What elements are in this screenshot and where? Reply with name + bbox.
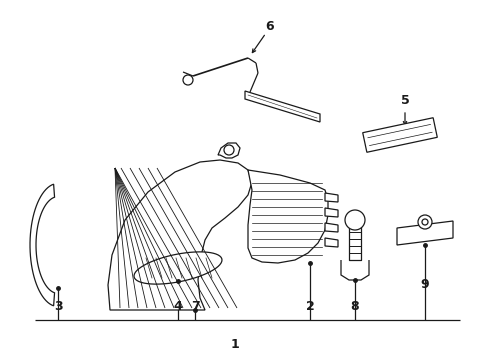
Circle shape [183,75,193,85]
Polygon shape [397,221,453,245]
Polygon shape [245,91,320,122]
Text: 7: 7 [191,301,199,314]
Polygon shape [108,160,252,310]
Circle shape [422,219,428,225]
Polygon shape [325,193,338,202]
Polygon shape [30,184,54,306]
Text: 9: 9 [421,279,429,292]
Circle shape [418,215,432,229]
Text: 8: 8 [351,301,359,314]
Text: 4: 4 [173,301,182,314]
Text: 5: 5 [401,94,409,107]
Polygon shape [325,238,338,247]
Text: 6: 6 [266,19,274,32]
Polygon shape [218,143,240,158]
Polygon shape [248,170,328,263]
Polygon shape [325,208,338,217]
Polygon shape [363,118,437,152]
Text: 3: 3 [54,301,62,314]
Text: 2: 2 [306,301,315,314]
Polygon shape [325,223,338,232]
Polygon shape [134,252,222,284]
Text: 1: 1 [231,338,240,351]
Circle shape [345,210,365,230]
